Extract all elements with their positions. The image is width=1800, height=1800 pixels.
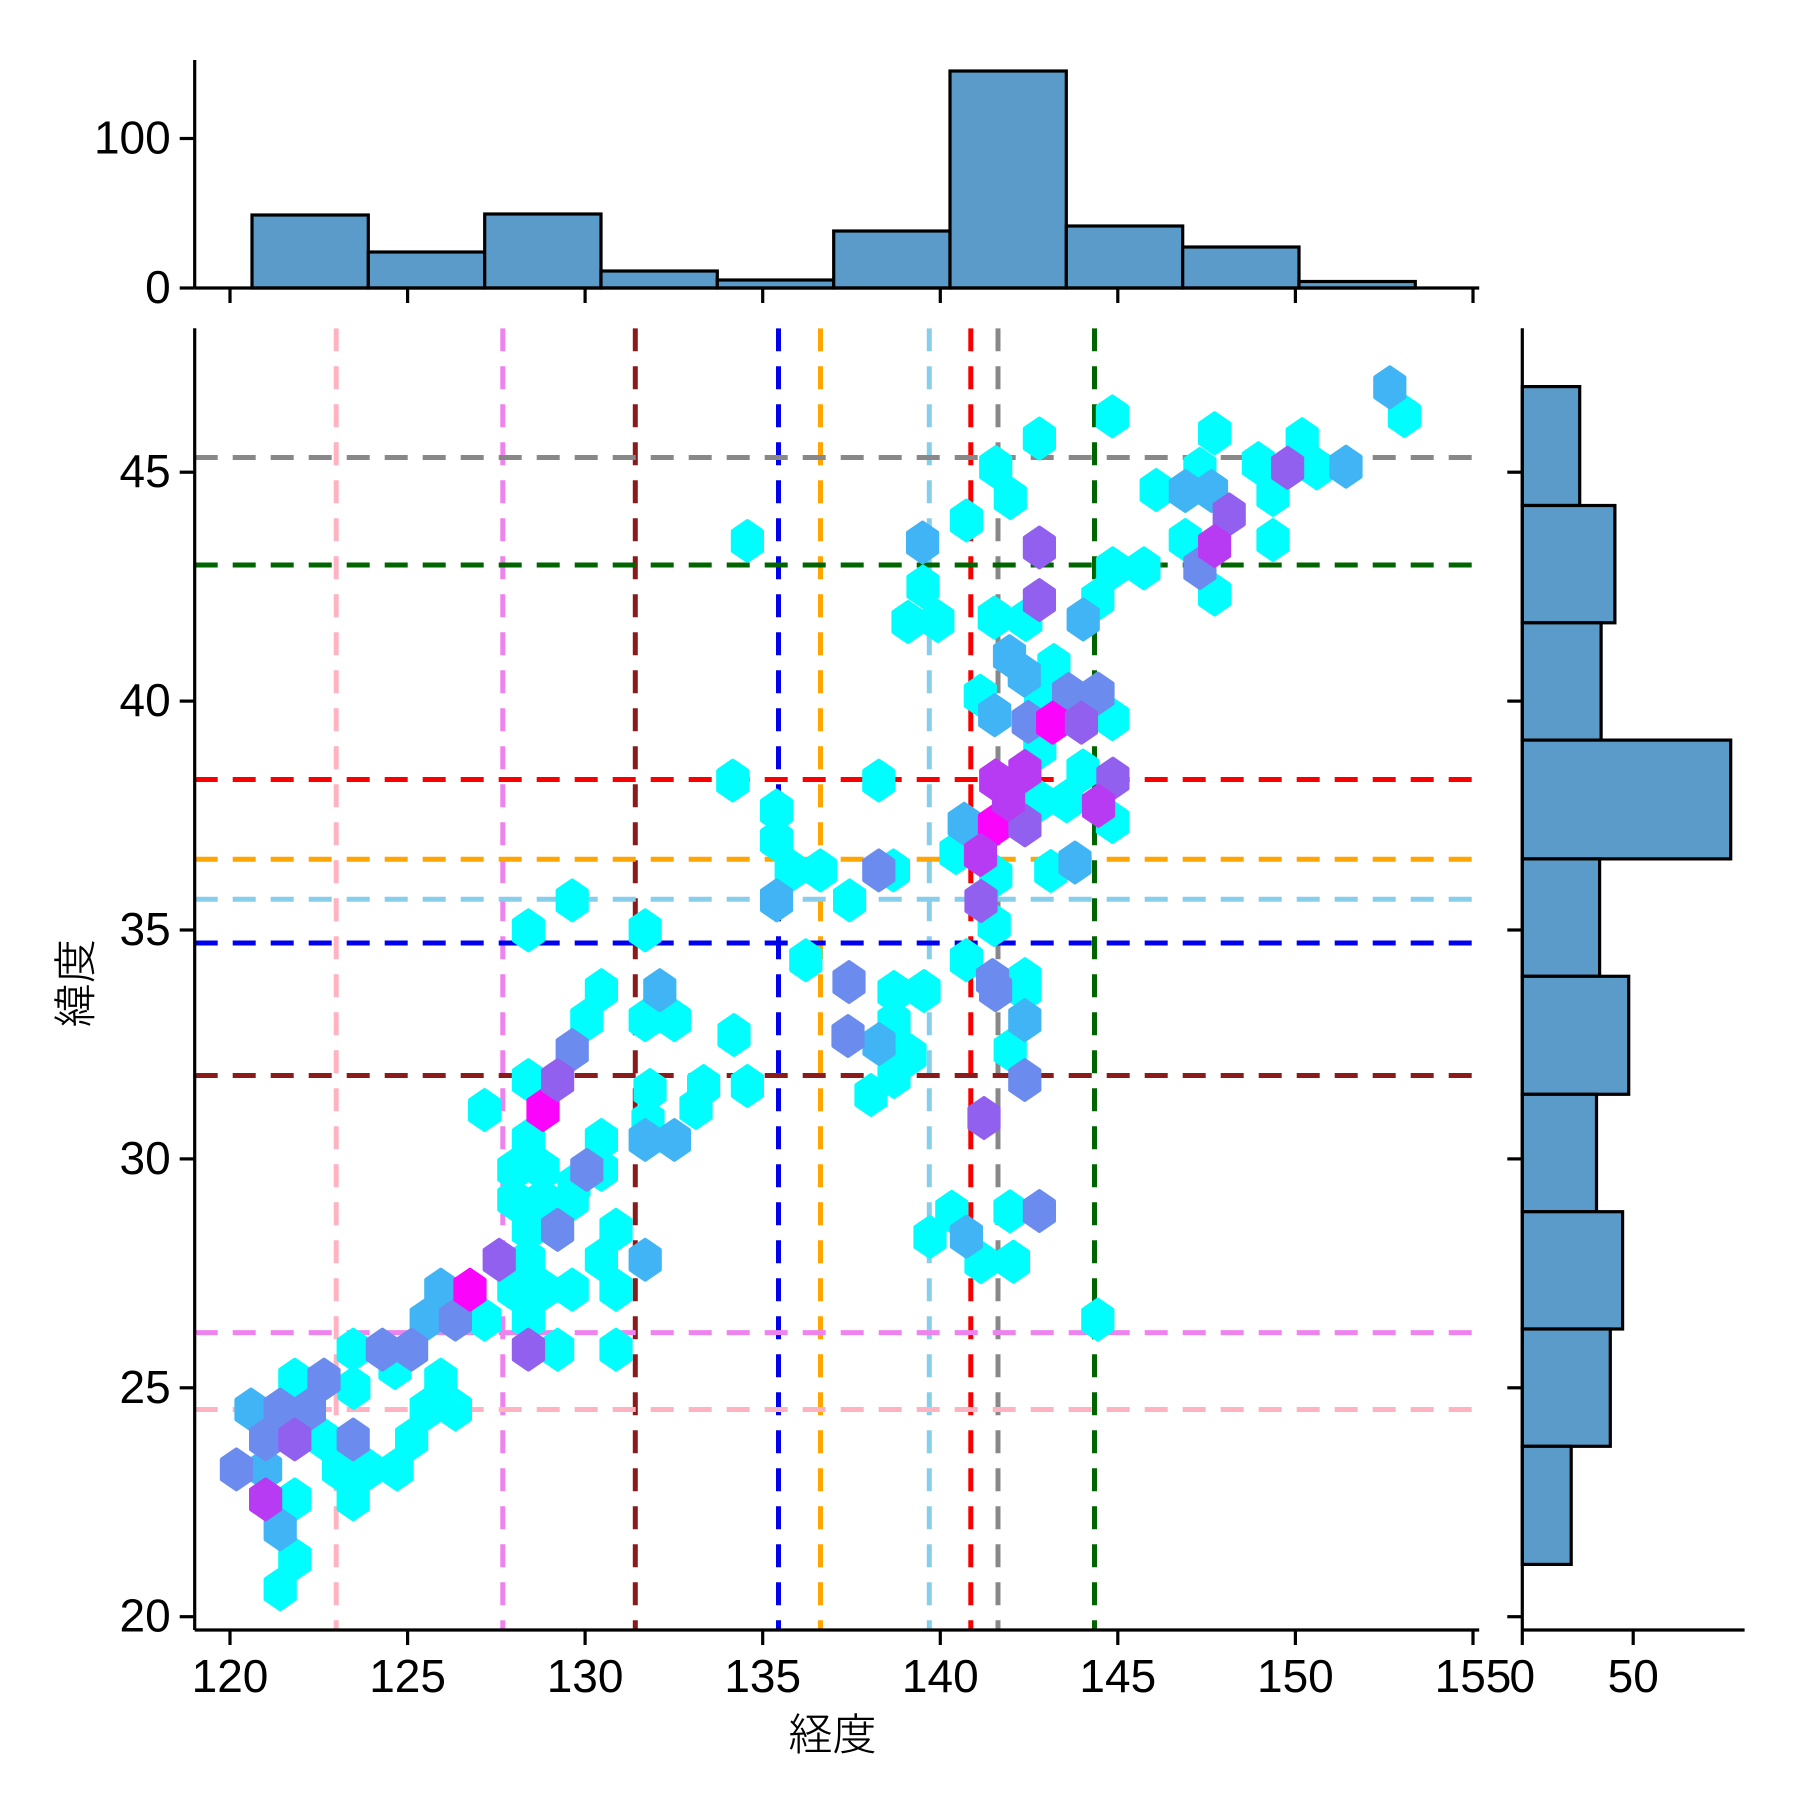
svg-text:50: 50 bbox=[1608, 1650, 1659, 1702]
svg-text:155: 155 bbox=[1435, 1650, 1512, 1702]
svg-text:150: 150 bbox=[1257, 1650, 1334, 1702]
svg-text:100: 100 bbox=[94, 112, 171, 164]
svg-text:125: 125 bbox=[369, 1650, 446, 1702]
svg-text:20: 20 bbox=[120, 1590, 171, 1642]
svg-text:40: 40 bbox=[120, 674, 171, 726]
svg-text:0: 0 bbox=[1510, 1650, 1536, 1702]
svg-text:45: 45 bbox=[120, 445, 171, 497]
svg-text:0: 0 bbox=[145, 261, 171, 313]
svg-text:145: 145 bbox=[1079, 1650, 1156, 1702]
svg-text:130: 130 bbox=[547, 1650, 624, 1702]
svg-text:140: 140 bbox=[902, 1650, 979, 1702]
svg-text:35: 35 bbox=[120, 903, 171, 955]
svg-text:25: 25 bbox=[120, 1361, 171, 1413]
svg-text:135: 135 bbox=[724, 1650, 801, 1702]
svg-text:120: 120 bbox=[192, 1650, 269, 1702]
svg-text:30: 30 bbox=[120, 1132, 171, 1184]
